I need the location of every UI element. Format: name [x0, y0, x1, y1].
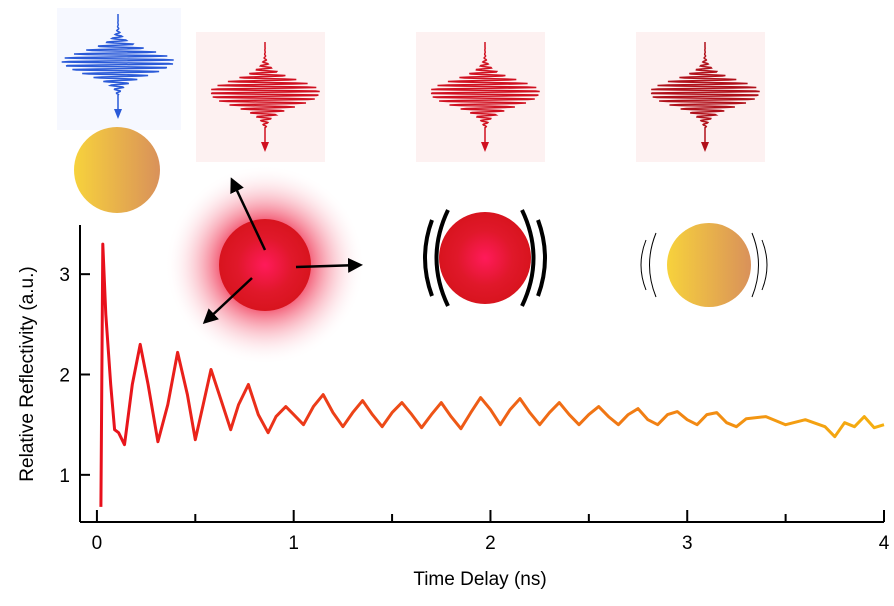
pulse	[430, 42, 540, 129]
x-tick-label: 3	[682, 533, 693, 554]
pulse-arrow-head	[701, 142, 709, 152]
x-tick-label: 2	[485, 533, 496, 554]
data-line	[99, 242, 885, 507]
pulse	[650, 42, 760, 129]
x-tick-label: 1	[288, 533, 299, 554]
pulse-arrow-head	[114, 109, 122, 119]
y-axis-label: Relative Reflectivity (a.u.)	[17, 266, 38, 481]
x-axis-label: Time Delay (ns)	[413, 569, 546, 590]
y-tick-label: 2	[59, 366, 70, 387]
x-tick-label: 0	[92, 533, 103, 554]
pulse	[61, 14, 174, 96]
pulse-arrow-head	[481, 142, 489, 152]
y-tick-label: 1	[59, 466, 70, 487]
y-tick-label: 3	[59, 265, 70, 286]
x-tick-label: 4	[879, 533, 890, 554]
pulse	[210, 42, 320, 129]
pulse-arrow-head	[261, 142, 269, 152]
illustration	[57, 8, 768, 365]
